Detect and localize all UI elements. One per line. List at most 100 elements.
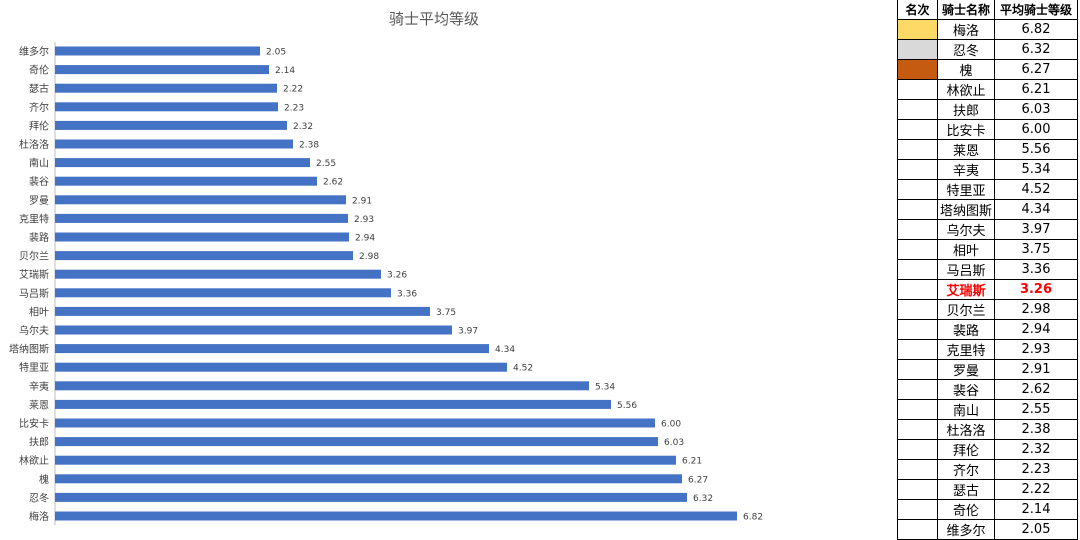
table-row: 杜洛洛 2.38 bbox=[897, 418, 1078, 440]
rank-cell bbox=[897, 278, 938, 300]
table-row: 裴谷 2.62 bbox=[897, 378, 1078, 400]
bar bbox=[55, 46, 260, 56]
knight-name-cell: 南山 bbox=[937, 398, 995, 420]
knight-name-cell: 槐 bbox=[937, 58, 995, 80]
rank-cell bbox=[897, 58, 938, 80]
bar bbox=[55, 325, 452, 335]
table-row: 塔纳图斯 4.34 bbox=[897, 198, 1078, 220]
table-row: 奇伦 2.14 bbox=[897, 498, 1078, 520]
knight-name-cell: 扶郎 bbox=[937, 98, 995, 120]
category-label: 杜洛洛 bbox=[19, 138, 49, 151]
knight-name-cell: 乌尔夫 bbox=[937, 218, 995, 240]
knight-name-cell: 维多尔 bbox=[937, 518, 995, 540]
knight-name-cell: 塔纳图斯 bbox=[937, 198, 995, 220]
table-row: 槐 6.27 bbox=[897, 58, 1078, 80]
average-level-cell: 6.21 bbox=[994, 78, 1078, 100]
table-row: 梅洛 6.82 bbox=[897, 18, 1078, 40]
data-label: 2.91 bbox=[352, 196, 372, 206]
category-label: 塔纳图斯 bbox=[9, 343, 49, 356]
average-level-cell: 5.56 bbox=[994, 138, 1078, 160]
average-level-cell: 2.98 bbox=[994, 298, 1078, 320]
rank-cell bbox=[897, 158, 938, 180]
bar bbox=[55, 381, 589, 391]
rank-cell bbox=[897, 378, 938, 400]
data-label: 3.75 bbox=[436, 308, 456, 318]
knight-name-cell: 裴路 bbox=[937, 318, 995, 340]
rank-cell bbox=[897, 178, 938, 200]
bar bbox=[55, 362, 507, 372]
data-label: 2.23 bbox=[284, 103, 304, 113]
bar bbox=[55, 176, 317, 186]
bar bbox=[55, 65, 269, 75]
table-row: 齐尔 2.23 bbox=[897, 458, 1078, 480]
table-row: 相叶 3.75 bbox=[897, 238, 1078, 260]
bar bbox=[55, 158, 310, 168]
data-label: 2.32 bbox=[293, 122, 313, 132]
table-row: 瑟古 2.22 bbox=[897, 478, 1078, 500]
average-level-cell: 6.03 bbox=[994, 98, 1078, 120]
bar bbox=[55, 251, 353, 261]
data-label: 2.55 bbox=[316, 159, 336, 169]
ranking-table-body: 梅洛 6.82 忍冬 6.32 槐 6.27 林欲止 6.21 扶郎 6.03 比安卡 6.00 莱恩 5… bbox=[897, 18, 1078, 540]
data-label: 2.38 bbox=[299, 141, 319, 151]
category-label: 相叶 bbox=[29, 305, 49, 318]
data-label: 4.34 bbox=[495, 345, 515, 355]
rank-cell bbox=[897, 38, 938, 60]
bar bbox=[55, 306, 430, 316]
data-label: 2.93 bbox=[354, 215, 374, 225]
knight-name-cell: 忍冬 bbox=[937, 38, 995, 60]
table-row: 忍冬 6.32 bbox=[897, 38, 1078, 60]
data-label: 6.82 bbox=[743, 513, 763, 523]
bar bbox=[55, 269, 381, 279]
data-label: 3.26 bbox=[387, 271, 407, 281]
knight-name-cell: 梅洛 bbox=[937, 18, 995, 40]
chart-title: 骑士平均等级 bbox=[388, 10, 479, 28]
table-row: 艾瑞斯 3.26 bbox=[897, 278, 1078, 300]
category-label: 瑟古 bbox=[29, 82, 49, 95]
rank-cell bbox=[897, 438, 938, 460]
average-level-cell: 6.82 bbox=[994, 18, 1078, 40]
category-label: 拜伦 bbox=[29, 119, 49, 132]
bar bbox=[55, 213, 348, 223]
knight-name-cell: 比安卡 bbox=[937, 118, 995, 140]
knight-name-cell: 辛夷 bbox=[937, 158, 995, 180]
rank-cell bbox=[897, 78, 938, 100]
average-level-cell: 2.91 bbox=[994, 358, 1078, 380]
rank-cell bbox=[897, 138, 938, 160]
rank-cell bbox=[897, 318, 938, 340]
bar bbox=[55, 288, 391, 298]
bar bbox=[55, 418, 655, 428]
rank-cell bbox=[897, 258, 938, 280]
average-level-cell: 2.32 bbox=[994, 438, 1078, 460]
table-row: 贝尔兰 2.98 bbox=[897, 298, 1078, 320]
table-row: 扶郎 6.03 bbox=[897, 98, 1078, 120]
data-label: 2.22 bbox=[283, 85, 303, 95]
bar bbox=[55, 437, 658, 447]
average-level-cell: 6.32 bbox=[994, 38, 1078, 60]
average-level-cell: 3.75 bbox=[994, 238, 1078, 260]
table-row: 乌尔夫 3.97 bbox=[897, 218, 1078, 240]
bar bbox=[55, 344, 489, 354]
category-label: 辛夷 bbox=[29, 380, 49, 393]
rank-cell bbox=[897, 358, 938, 380]
average-level-cell: 3.26 bbox=[994, 278, 1078, 300]
knight-name-cell: 马吕斯 bbox=[937, 258, 995, 280]
header-rank: 名次 bbox=[897, 0, 938, 20]
category-label: 特里亚 bbox=[19, 362, 49, 374]
category-label: 林欲止 bbox=[19, 454, 49, 467]
rank-cell bbox=[897, 298, 938, 320]
rank-cell bbox=[897, 198, 938, 220]
table-row: 马吕斯 3.36 bbox=[897, 258, 1078, 280]
average-level-cell: 2.55 bbox=[994, 398, 1078, 420]
average-level-cell: 2.05 bbox=[994, 518, 1078, 540]
bar bbox=[55, 120, 287, 130]
bar bbox=[55, 83, 277, 93]
data-label: 2.14 bbox=[275, 66, 295, 76]
knight-name-cell: 瑟古 bbox=[937, 478, 995, 500]
average-level-cell: 6.27 bbox=[994, 58, 1078, 80]
knight-name-cell: 莱恩 bbox=[937, 138, 995, 160]
rank-cell bbox=[897, 398, 938, 420]
data-label: 6.03 bbox=[664, 438, 684, 448]
table-row: 比安卡 6.00 bbox=[897, 118, 1078, 140]
data-label: 6.32 bbox=[693, 494, 713, 504]
